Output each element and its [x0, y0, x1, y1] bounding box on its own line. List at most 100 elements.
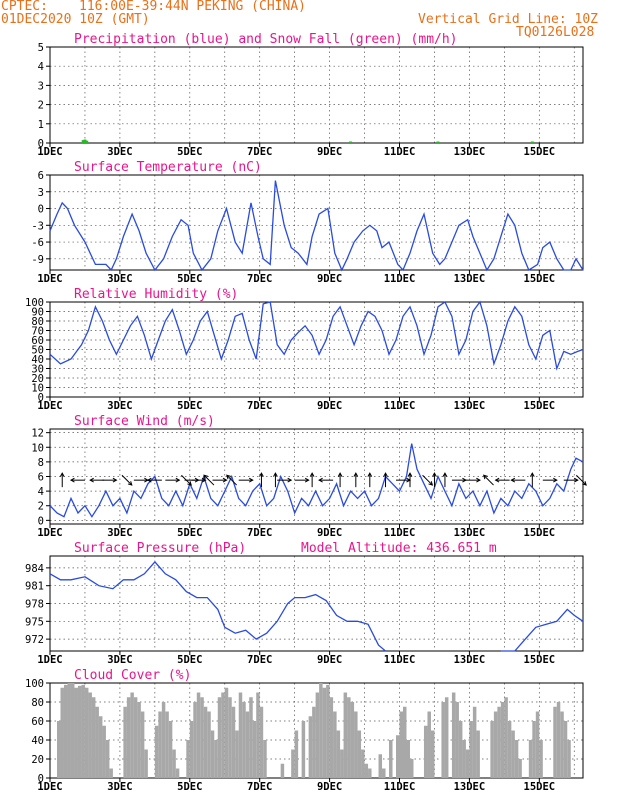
y-tick-label: 60	[31, 335, 44, 347]
wind-arrow-head	[407, 472, 413, 477]
x-tick-label: 11DEC	[384, 273, 416, 285]
x-tick-label: 15DEC	[524, 654, 556, 666]
y-tick-label: 70	[31, 326, 44, 338]
cloud-bar	[340, 749, 344, 778]
cloud-bar	[329, 697, 334, 778]
cloud-bar	[326, 684, 330, 778]
x-tick-label: 15DEC	[524, 527, 556, 539]
cloud-bar	[235, 730, 239, 778]
series-line	[500, 608, 584, 652]
wind-arrow-head	[318, 477, 323, 483]
wind-arrow	[483, 474, 494, 486]
wind-arrow-head	[127, 481, 133, 486]
cloud-bar	[60, 687, 64, 778]
wind-arrow-head	[175, 477, 181, 483]
cloud-bar	[500, 702, 505, 778]
cloud-bar	[84, 687, 89, 778]
x-tick-label: 13DEC	[454, 527, 486, 539]
cloud-bar	[497, 706, 501, 778]
x-tick-label: 15DEC	[524, 273, 556, 285]
cloud-bar	[224, 687, 229, 778]
y-tick-label: 0	[38, 392, 44, 404]
x-tick-label: 13DEC	[454, 273, 486, 285]
cloud-bar	[144, 749, 148, 778]
x-tick-label: 5DEC	[177, 400, 202, 412]
cloud-bar	[556, 702, 561, 778]
x-tick-label: 5DEC	[177, 273, 202, 285]
snow-bar	[436, 141, 440, 143]
y-tick-label: 3	[38, 187, 44, 199]
x-tick-label: 5DEC	[177, 146, 202, 158]
y-tick-label: -3	[31, 220, 44, 232]
cloud-bar	[532, 721, 536, 778]
cloud-bar	[350, 702, 355, 778]
model-altitude: Model Altitude: 436.651 m	[301, 541, 497, 556]
cloud-bar	[242, 702, 246, 778]
cloud-bar	[458, 721, 463, 778]
cloud-bar	[168, 721, 173, 778]
y-tick-label: 975	[25, 616, 44, 628]
x-tick-label: 3DEC	[107, 654, 132, 666]
y-tick-label: 40	[31, 735, 44, 747]
cloud-bar	[214, 740, 218, 778]
panel-frame	[49, 46, 584, 144]
cloud-bar	[252, 721, 257, 778]
cloud-bar	[63, 684, 68, 778]
cloud-bar	[231, 706, 236, 778]
x-tick-label: 11DEC	[384, 527, 416, 539]
cloud-bar	[343, 692, 348, 778]
snow-bar	[349, 141, 353, 143]
cloud-bar	[476, 730, 480, 778]
cloud-bar	[228, 697, 232, 778]
y-tick-label: 6	[38, 472, 44, 484]
panel-title: Surface Wind (m/s)	[74, 414, 215, 429]
cloud-bar	[81, 684, 85, 778]
wind-arrow	[226, 474, 237, 486]
cloud-bar	[280, 763, 285, 778]
wind-arrow	[575, 474, 587, 486]
cloud-bar	[361, 749, 365, 778]
wind-arrow	[422, 474, 433, 486]
y-tick-label: 984	[25, 563, 44, 575]
x-tick-label: 7DEC	[247, 146, 272, 158]
wind-arrow-head	[476, 477, 481, 483]
cloud-bar	[382, 768, 386, 778]
x-tick-label: 13DEC	[454, 781, 486, 793]
cloud-bar	[291, 749, 295, 778]
y-tick-label: 2	[38, 501, 44, 513]
wind-arrow-head	[309, 472, 315, 477]
cloud-bar	[315, 692, 320, 778]
cloud-bar	[511, 730, 515, 778]
cloud-bar	[56, 721, 61, 778]
cloud-bar	[560, 711, 564, 778]
cloud-bar	[186, 740, 190, 778]
cloud-bar	[423, 725, 428, 778]
wind-arrow-head	[59, 472, 65, 477]
cloud-bar	[161, 702, 166, 778]
y-tick-label: 4	[38, 61, 44, 73]
x-tick-label: 11DEC	[384, 781, 416, 793]
x-tick-label: 11DEC	[384, 400, 416, 412]
cloud-bar	[67, 683, 71, 778]
cloud-bar	[528, 740, 533, 778]
cloud-bar	[70, 683, 75, 778]
snow-bar	[81, 140, 85, 143]
y-tick-label: 981	[25, 581, 44, 593]
wind-arrow-head	[187, 481, 192, 486]
wind-arrow-head	[222, 477, 228, 483]
x-tick-label: 5DEC	[177, 654, 202, 666]
cloud-bar	[172, 749, 176, 778]
y-tick-label: 0	[38, 138, 44, 150]
cloud-bar	[308, 716, 313, 778]
x-tick-label: 7DEC	[247, 654, 272, 666]
x-tick-label: 1DEC	[37, 654, 62, 666]
cloud-bar	[336, 730, 341, 778]
wind-arrow-head	[432, 472, 437, 477]
panel-title: Relative Humidity (%)	[74, 287, 238, 302]
cloud-bar	[203, 706, 208, 778]
header-location: 116:00E-39:44N PEKING (CHINA)	[79, 0, 306, 14]
x-tick-label: 3DEC	[107, 527, 132, 539]
cloud-bar	[364, 763, 369, 778]
panel-frame	[49, 174, 584, 271]
